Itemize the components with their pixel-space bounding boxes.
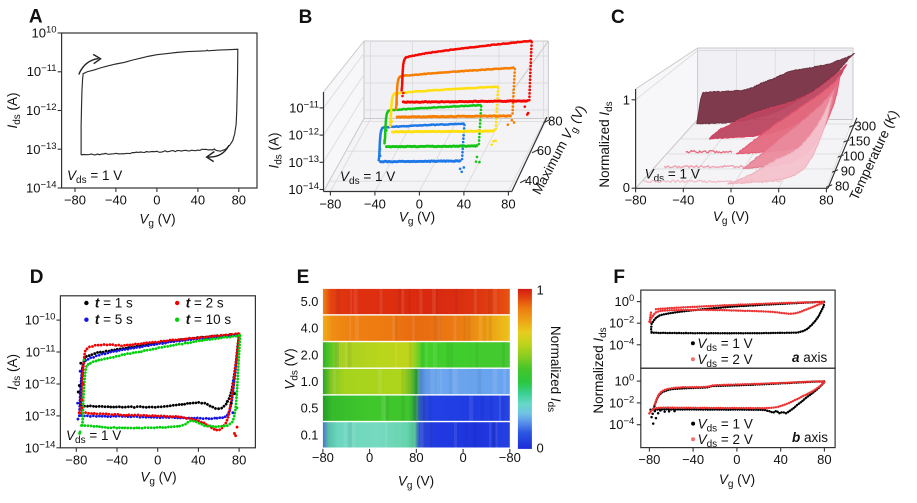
svg-text:b axis: b axis (792, 430, 828, 445)
svg-text:80: 80 (409, 450, 423, 465)
svg-text:Vds = 1 V: Vds = 1 V (67, 168, 122, 186)
svg-text:40: 40 (457, 197, 471, 212)
svg-text:80: 80 (501, 197, 515, 212)
svg-text:0: 0 (727, 193, 734, 208)
svg-text:−40: −40 (672, 193, 694, 208)
svg-text:t = 10 s: t = 10 s (186, 312, 232, 327)
svg-text:80: 80 (548, 113, 562, 128)
svg-text:−80: −80 (625, 193, 647, 208)
svg-text:40: 40 (191, 193, 205, 208)
svg-text:Vds = 1 V: Vds = 1 V (340, 169, 395, 187)
svg-text:Vg (V): Vg (V) (719, 472, 755, 490)
svg-text:Normalized Ids: Normalized Ids (597, 101, 615, 187)
svg-text:B: B (299, 7, 313, 28)
svg-text:0: 0 (154, 452, 161, 467)
svg-text:80: 80 (232, 193, 246, 208)
svg-text:40: 40 (191, 452, 205, 467)
svg-text:80: 80 (819, 193, 833, 208)
svg-text:−80: −80 (638, 452, 660, 467)
svg-text:2.0: 2.0 (301, 347, 319, 362)
svg-text:−40: −40 (106, 452, 128, 467)
svg-text:Vds = 1 V: Vds = 1 V (697, 336, 752, 354)
svg-text:0: 0 (623, 180, 630, 195)
svg-text:1: 1 (623, 92, 630, 107)
svg-text:Vg (V): Vg (V) (140, 470, 176, 488)
svg-text:0: 0 (733, 452, 740, 467)
svg-text:−40: −40 (682, 452, 704, 467)
svg-text:100: 100 (843, 149, 865, 164)
svg-text:80: 80 (232, 452, 246, 467)
svg-text:F: F (613, 267, 625, 288)
svg-text:Normalized Ids: Normalized Ids (591, 327, 609, 413)
svg-text:Vg (V): Vg (V) (398, 474, 434, 492)
svg-text:0: 0 (459, 450, 466, 465)
svg-text:t = 2 s: t = 2 s (186, 296, 224, 311)
svg-text:Normalized Ids: Normalized Ids (545, 326, 563, 412)
svg-text:0: 0 (153, 193, 160, 208)
svg-text:Vds = 1 V: Vds = 1 V (66, 428, 121, 446)
svg-text:t = 1 s: t = 1 s (95, 296, 133, 311)
svg-text:5.0: 5.0 (301, 294, 319, 309)
svg-text:0: 0 (537, 441, 544, 456)
svg-text:1: 1 (537, 283, 544, 298)
svg-text:−80: −80 (65, 452, 87, 467)
svg-text:40: 40 (773, 452, 787, 467)
svg-text:Ids (A): Ids (A) (5, 92, 23, 128)
svg-text:300: 300 (854, 118, 876, 133)
svg-text:Vds = 2 V: Vds = 2 V (698, 432, 753, 450)
svg-text:D: D (30, 267, 44, 288)
svg-text:0.5: 0.5 (301, 401, 319, 416)
svg-text:40: 40 (771, 193, 785, 208)
svg-text:−80: −80 (64, 193, 86, 208)
svg-text:Vds (V): Vds (V) (283, 348, 301, 389)
svg-text:150: 150 (849, 133, 871, 148)
svg-text:40: 40 (525, 173, 539, 188)
svg-text:90: 90 (841, 164, 855, 179)
svg-text:−80: −80 (319, 197, 341, 212)
svg-text:−40: −40 (364, 197, 386, 212)
svg-text:−40: −40 (105, 193, 127, 208)
svg-text:80: 80 (817, 452, 831, 467)
svg-text:A: A (29, 7, 43, 28)
svg-text:C: C (611, 7, 625, 28)
svg-text:−80: −80 (312, 450, 334, 465)
svg-text:1.0: 1.0 (301, 374, 319, 389)
svg-text:Vg (V): Vg (V) (139, 212, 175, 230)
svg-text:−80: −80 (499, 450, 521, 465)
svg-text:t = 5 s: t = 5 s (95, 312, 133, 327)
svg-text:0.1: 0.1 (301, 427, 319, 442)
svg-text:0: 0 (366, 450, 373, 465)
svg-text:0: 0 (416, 197, 423, 212)
svg-text:Ids (A): Ids (A) (5, 354, 23, 390)
svg-text:Vds = 1 V: Vds = 1 V (698, 416, 753, 434)
svg-text:4.0: 4.0 (301, 321, 319, 336)
svg-text:a axis: a axis (792, 350, 828, 365)
svg-text:Vds = 2 V: Vds = 2 V (697, 352, 752, 370)
svg-text:Vg (V): Vg (V) (399, 210, 435, 228)
svg-text:E: E (297, 267, 310, 288)
svg-text:Ids (A): Ids (A) (267, 132, 285, 168)
svg-text:Vds = 1 V: Vds = 1 V (645, 167, 700, 185)
svg-text:60: 60 (537, 143, 551, 158)
svg-text:80: 80 (835, 179, 849, 194)
svg-text:Vg (V): Vg (V) (713, 209, 749, 227)
